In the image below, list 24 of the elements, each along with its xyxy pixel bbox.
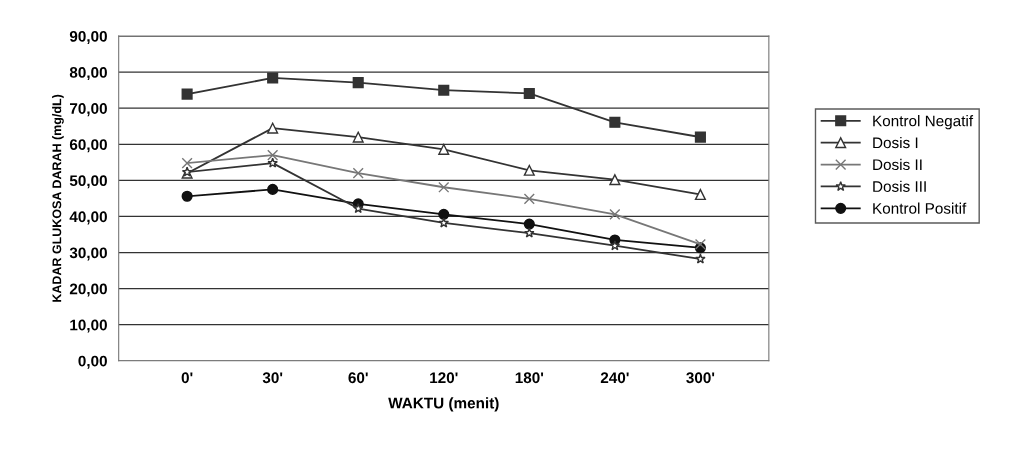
- legend-label: Dosis III: [873, 180, 926, 192]
- x-tick-label: 60': [348, 372, 368, 384]
- legend-label: Dosis I: [873, 136, 918, 149]
- y-tick-label: 10,00: [70, 319, 107, 333]
- legend-label: Kontrol Positif: [873, 202, 967, 214]
- x-tick-label: 30': [262, 372, 283, 384]
- y-tick-label: 20,00: [69, 283, 107, 297]
- x-tick-label: 300': [686, 372, 715, 384]
- y-tick-label: 30,00: [69, 247, 107, 261]
- y-tick-label: 0,00: [78, 355, 107, 369]
- x-tick-label: 180': [515, 372, 544, 384]
- y-tick-label: 70,00: [70, 103, 107, 117]
- y-tick-label: 60,00: [69, 139, 107, 153]
- x-tick-label: 120': [430, 372, 458, 384]
- y-tick-label: 80,00: [69, 67, 107, 81]
- legend-label: Kontrol Negatif: [873, 115, 974, 130]
- x-tick-label: 0': [181, 372, 193, 384]
- y-axis-title: KADAR GLUKOSA DARAH (mg/dL): [52, 94, 64, 302]
- x-tick-label: 240': [600, 372, 629, 384]
- y-tick-label: 40,00: [69, 211, 107, 225]
- x-axis-title: WAKTU (menit): [388, 397, 499, 412]
- y-tick-label: 90,00: [69, 30, 107, 44]
- legend-label: Dosis II: [873, 158, 922, 171]
- y-tick-label: 50,00: [69, 175, 107, 189]
